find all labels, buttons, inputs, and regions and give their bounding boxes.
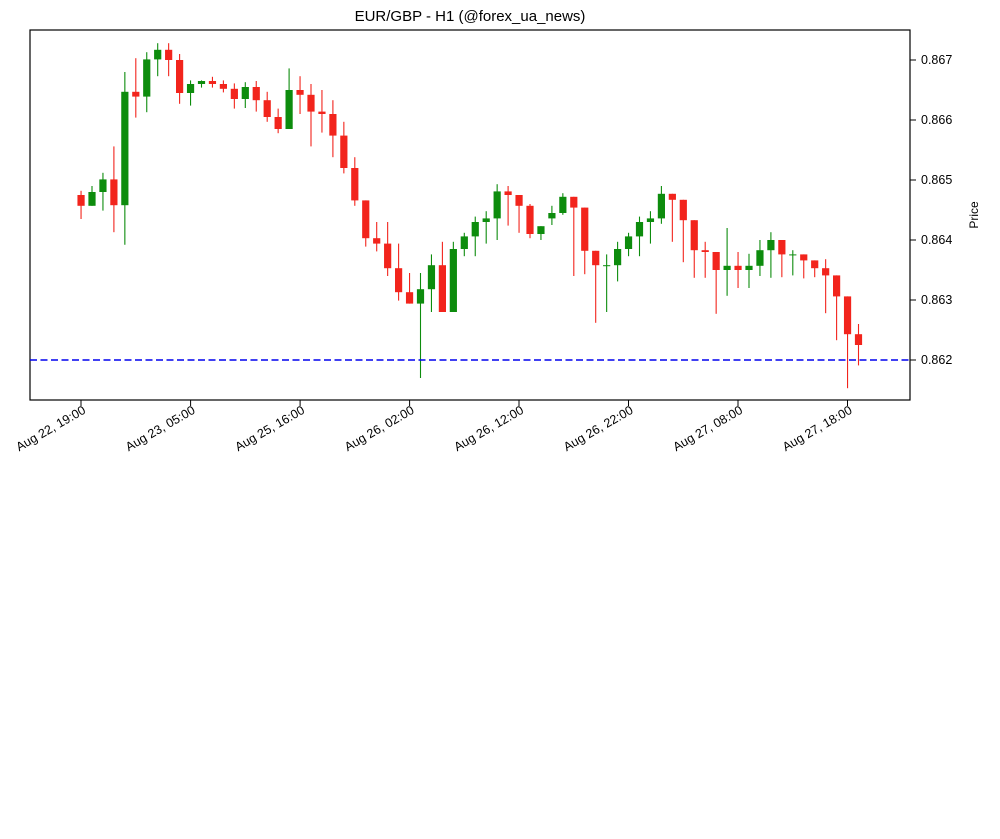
svg-text:0.865: 0.865: [921, 173, 952, 187]
svg-text:0.866: 0.866: [921, 113, 952, 127]
svg-text:Price: Price: [967, 201, 981, 229]
svg-text:0.863: 0.863: [921, 293, 952, 307]
svg-text:0.862: 0.862: [921, 353, 952, 367]
svg-text:0.864: 0.864: [921, 233, 952, 247]
svg-text:0.867: 0.867: [921, 53, 952, 67]
